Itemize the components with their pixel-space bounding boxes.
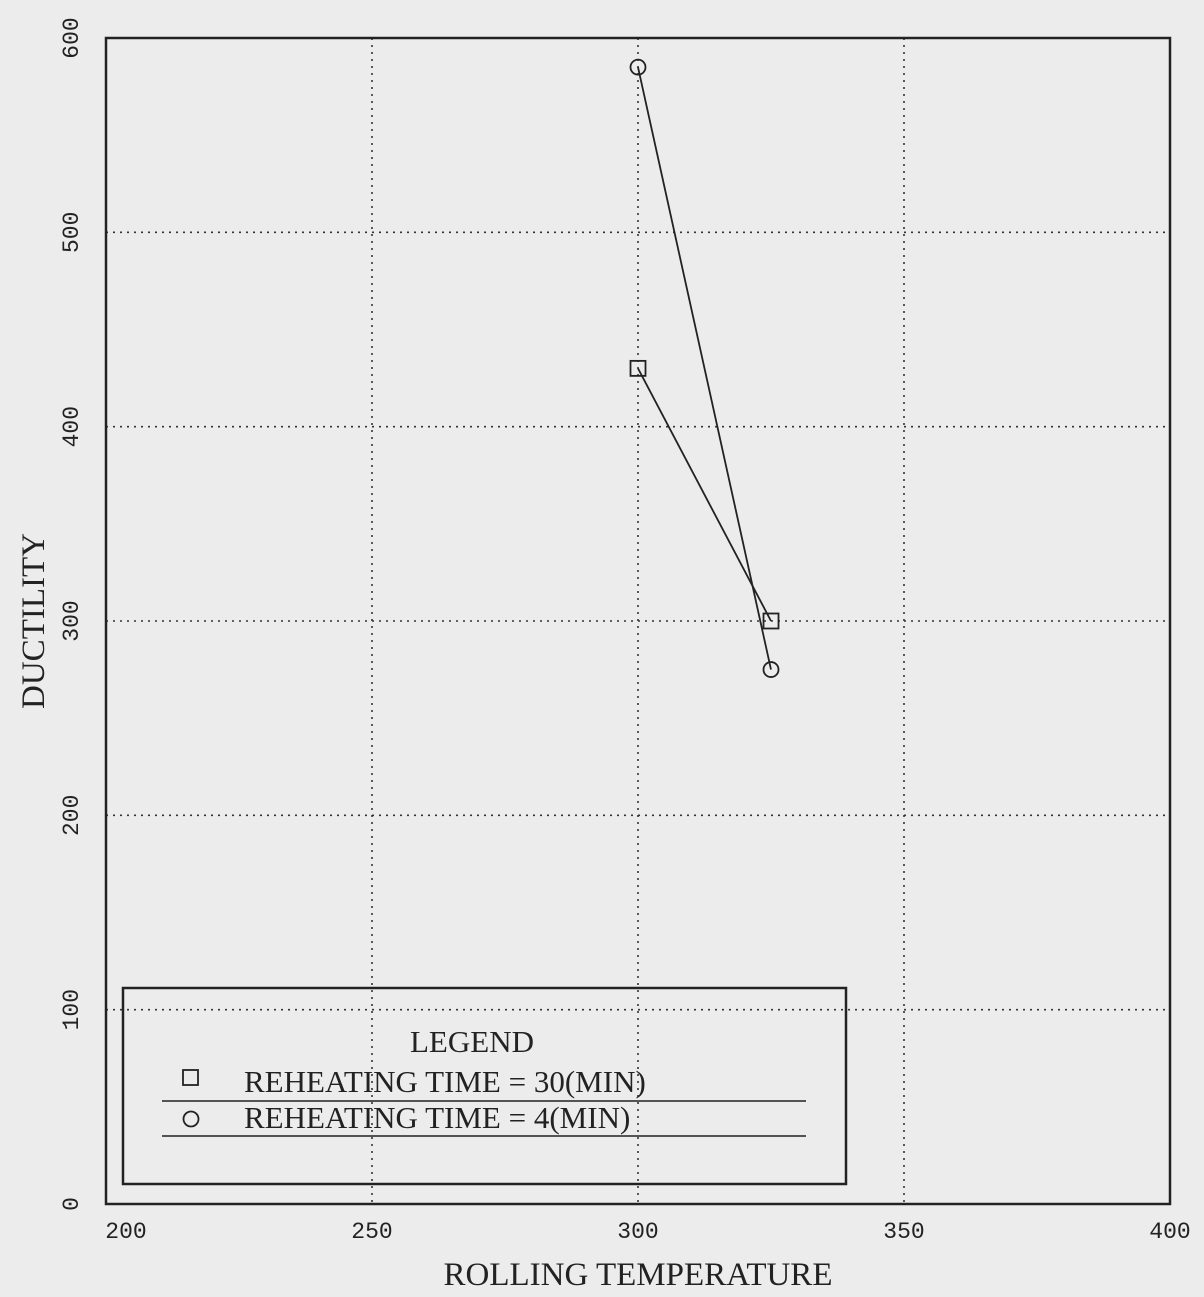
legend: LEGEND REHEATING TIME = 30(MIN) REHEATIN… xyxy=(121,986,848,1186)
data-series xyxy=(629,58,780,678)
y-tick-label: 200 xyxy=(59,795,85,836)
y-tick-label: 500 xyxy=(59,212,85,253)
y-tick-label: 400 xyxy=(59,406,85,447)
series-line xyxy=(637,66,772,670)
x-tick-label: 200 xyxy=(105,1219,146,1245)
data-point-square xyxy=(629,359,647,377)
x-tick-label: 250 xyxy=(351,1219,392,1245)
legend-series-label: REHEATING TIME = 30(MIN) xyxy=(244,1064,646,1099)
x-tick-label: 400 xyxy=(1149,1219,1190,1245)
legend-box xyxy=(121,986,848,1186)
y-tick-label: 600 xyxy=(59,17,85,58)
data-point-circle xyxy=(762,661,780,678)
tick-labels: 200 250 300 350 400 0 100 200 300 400 500 600 xyxy=(59,17,1191,1245)
legend-series-label: REHEATING TIME = 4(MIN) xyxy=(244,1100,630,1135)
x-tick-label: 350 xyxy=(883,1219,924,1245)
y-tick-label: 300 xyxy=(59,600,85,641)
legend-circle-marker-icon xyxy=(182,1110,200,1128)
x-tick-label: 300 xyxy=(617,1219,658,1245)
plot-frame xyxy=(104,36,1172,1206)
y-tick-label: 0 xyxy=(59,1197,85,1211)
x-axis-title: ROLLING TEMPERATURE xyxy=(444,1257,833,1293)
data-point-circle xyxy=(629,58,647,76)
series-line xyxy=(637,367,772,622)
y-axis-title: DUCTILITY xyxy=(16,533,52,709)
legend-title: LEGEND xyxy=(410,1024,534,1059)
y-tick-label: 100 xyxy=(59,989,85,1030)
data-point-square xyxy=(762,612,780,630)
legend-square-marker-icon xyxy=(182,1069,199,1086)
grid-lines xyxy=(106,38,1170,1204)
